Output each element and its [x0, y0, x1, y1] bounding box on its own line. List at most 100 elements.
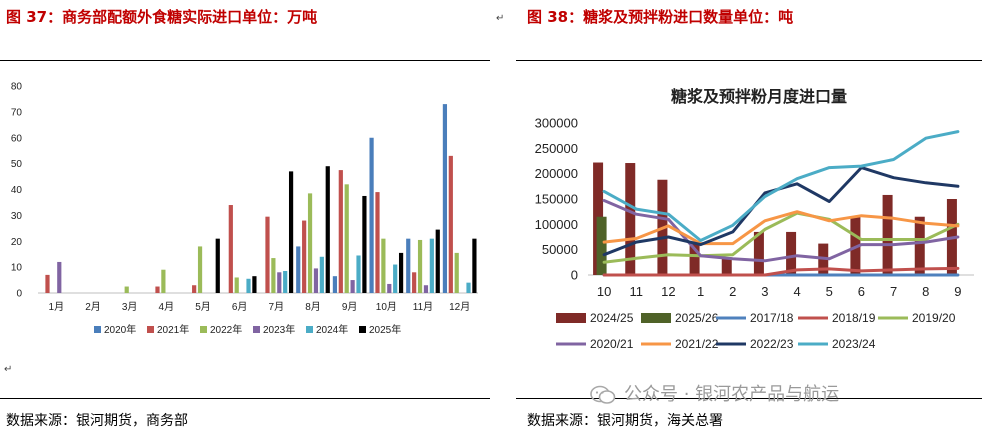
paragraph-mark: ↵ [496, 13, 505, 24]
bar-2025年 [435, 229, 440, 293]
y-tick-label: 300000 [535, 116, 578, 131]
right-source-note: 数据来源：银河期货，海关总署 [527, 413, 723, 429]
bar-2024/25 [914, 216, 925, 275]
x-tick-label: 1 [697, 284, 704, 299]
legend-label: 2020年 [104, 323, 136, 336]
legend-label: 2020/21 [590, 337, 634, 351]
bar-2022年 [454, 252, 459, 293]
bar-2025年 [325, 166, 330, 293]
y-tick-label: 30 [11, 211, 23, 222]
line-2018/19 [602, 266, 960, 277]
legend-label: 2024年 [316, 323, 348, 336]
legend-label: 2019/20 [912, 311, 956, 325]
y-tick-label: 250000 [535, 141, 578, 156]
line-2020/21 [602, 199, 960, 263]
bar-2021年 [412, 272, 417, 293]
bar-2024年 [283, 271, 288, 293]
right-chart-title: 图 38：糖浆及预拌粉进口数量单位：吨 [527, 8, 794, 26]
left-chart-title: 图 37：商务部配额外食糖实际进口单位：万吨 [6, 8, 318, 26]
x-tick-label: 10 [597, 284, 611, 299]
y-tick-label: 0 [16, 289, 22, 300]
legend-swatch [556, 313, 586, 323]
legend-swatch [200, 326, 207, 333]
legend-label: 2023/24 [832, 337, 876, 351]
bar-2024/25 [721, 257, 732, 275]
x-tick-label: 11月 [413, 301, 433, 313]
bar-2025年 [398, 252, 404, 293]
bar-2025/26 [596, 216, 607, 275]
left-source-note: 数据来源：银河期货，商务部 [6, 413, 188, 429]
x-tick-label: 7 [890, 284, 897, 299]
x-tick-label: 7月 [269, 301, 285, 313]
y-tick-label: 150000 [535, 192, 578, 207]
legend-swatch [641, 313, 671, 323]
line-2023/24 [602, 130, 960, 242]
bar-2025年 [288, 171, 294, 293]
bar-2021年 [338, 170, 343, 293]
bar-2023年 [57, 261, 62, 293]
y-tick-label: 200000 [535, 166, 578, 181]
x-tick-label: 5月 [195, 301, 211, 313]
x-tick-label: 3 [761, 284, 768, 299]
bar-2021年 [192, 285, 197, 293]
y-tick-label: 70 [11, 107, 23, 118]
right-bottom-rule [516, 398, 982, 399]
bar-2022年 [234, 277, 239, 293]
watermark: 公众号 · 银河农产品与航运 [590, 380, 839, 406]
right-combo-chart: 糖浆及预拌粉月度进口量 0 50000 100000 150000 200000 25000… [535, 87, 974, 351]
x-tick-label: 1月 [49, 301, 65, 313]
x-tick-label: 3月 [122, 301, 138, 313]
bar-2024年 [246, 278, 251, 293]
x-tick-label: 11 [630, 284, 644, 299]
bar-2024年 [319, 256, 324, 293]
legend-swatch [359, 326, 366, 333]
line-2021/22 [602, 210, 960, 246]
bar-2024/25 [753, 231, 764, 275]
bar-2023年 [313, 268, 319, 293]
legend-swatch [94, 326, 101, 333]
bar-2021年 [265, 216, 270, 293]
y-tick-label: 50000 [542, 242, 578, 257]
bar-2023年 [350, 280, 355, 293]
bar-2024年 [356, 255, 361, 293]
legend-label: 2022/23 [750, 337, 794, 351]
bar-2023年 [277, 272, 282, 293]
bar-2020年 [332, 276, 338, 293]
bar-2022年 [344, 184, 349, 293]
y-tick-label: 50 [11, 159, 23, 170]
x-tick-label: 9 [954, 284, 961, 299]
left-bar-chart: 0 10 20 30 40 50 60 70 80 1月 2月 3月 4月 5月 6月 7月 8月 9月 10月 11… [11, 82, 478, 336]
y-tick-label: 0 [571, 268, 578, 283]
bar-2024年 [429, 238, 434, 293]
bar-2022年 [161, 269, 166, 293]
legend-label: 2018/19 [832, 311, 876, 325]
x-tick-label: 12 [661, 284, 675, 299]
bar-2020年 [369, 137, 374, 293]
bar-2025年 [472, 238, 477, 293]
legend-label: 2024/25 [590, 311, 634, 325]
bar-2021年 [155, 286, 160, 293]
x-tick-label: 6 [858, 284, 865, 299]
legend-label: 2017/18 [750, 311, 794, 325]
y-tick-label: 10 [11, 263, 23, 274]
bar-2025年 [215, 238, 220, 293]
bar-2023年 [423, 285, 429, 293]
left-bottom-rule [0, 398, 490, 399]
y-tick-label: 80 [11, 82, 23, 93]
bar-2024/25 [625, 163, 636, 275]
x-tick-label: 12月 [449, 301, 470, 313]
legend-label: 2025/26 [675, 311, 719, 325]
bar-2021年 [375, 192, 380, 293]
y-tick-label: 60 [11, 133, 23, 144]
y-tick-label: 40 [11, 185, 23, 196]
x-tick-label: 9月 [342, 301, 358, 313]
bar-2023年 [387, 283, 392, 293]
wechat-icon [590, 385, 616, 404]
bar-2022年 [417, 239, 423, 293]
x-tick-label: 8月 [305, 301, 321, 313]
x-tick-label: 4 [793, 284, 800, 299]
bar-2021年 [448, 155, 453, 293]
bar-2024/25 [689, 242, 700, 275]
bar-2022年 [271, 258, 276, 293]
bar-2024年 [466, 282, 471, 293]
